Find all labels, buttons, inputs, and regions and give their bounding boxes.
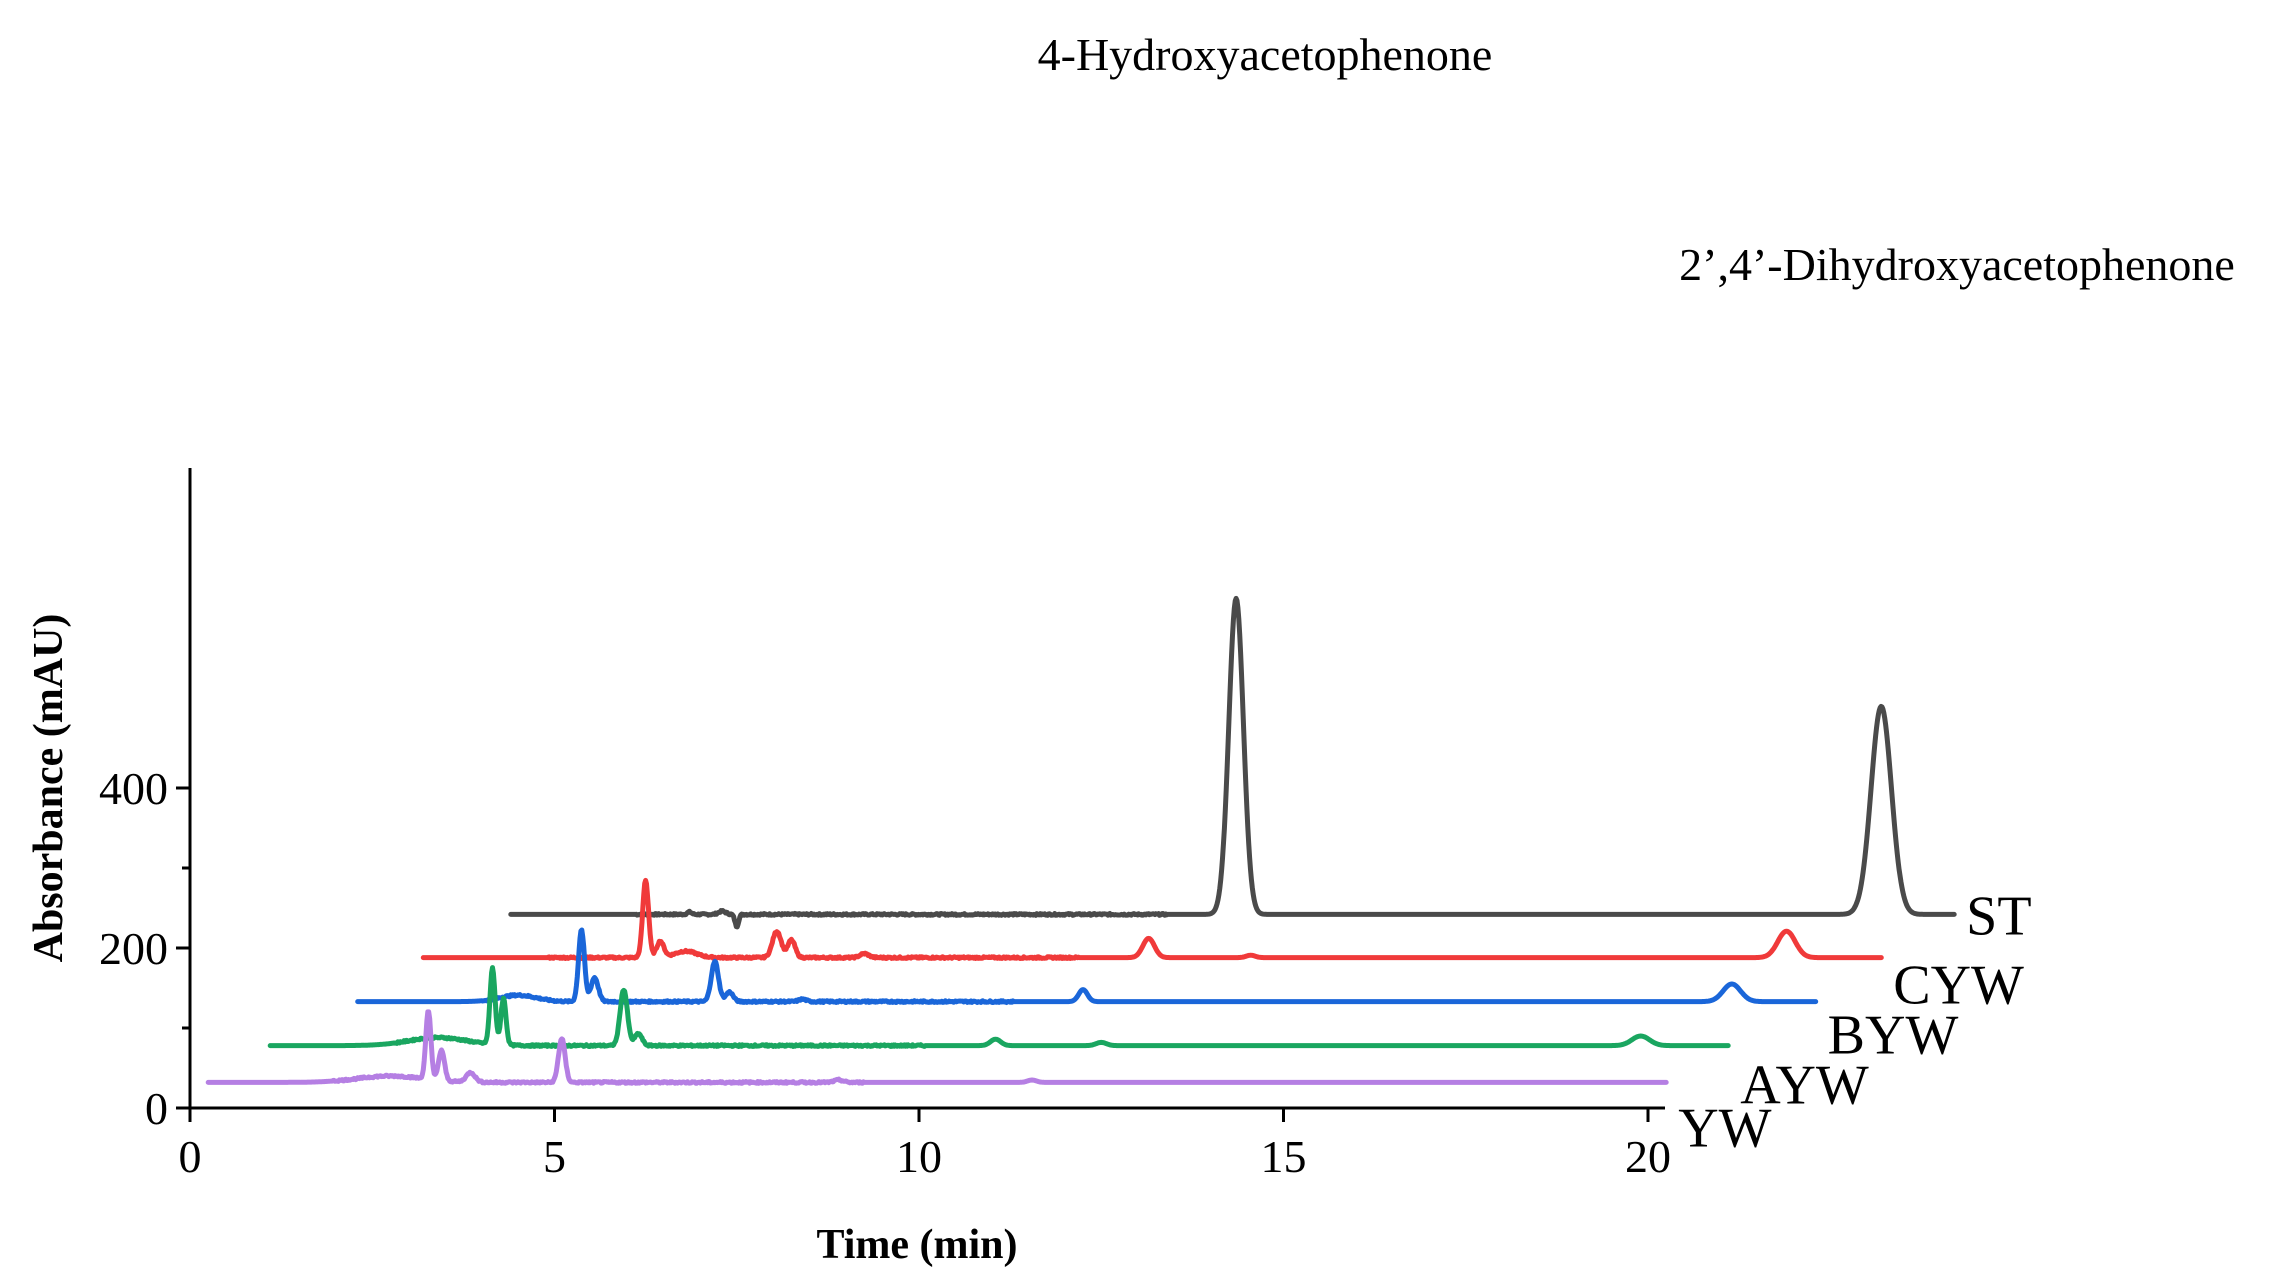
peak-label-dihydroxyacetophenone: 2’,4’-Dihydroxyacetophenone	[1679, 239, 2235, 290]
x-tick-label: 10	[896, 1131, 942, 1182]
series-label-ayw: AYW	[1740, 1055, 1869, 1117]
trace-yw	[205, 1009, 1669, 1086]
axes	[188, 468, 1665, 1110]
y-tick-label: 200	[99, 923, 168, 974]
y-tick-label: 400	[99, 763, 168, 814]
series-label-byw: BYW	[1828, 1005, 1959, 1067]
y-axis-title: Absorbance (mAU)	[26, 614, 72, 963]
trace-byw	[355, 927, 1819, 1005]
x-tick-label: 20	[1625, 1131, 1671, 1182]
y-tick-label: 0	[145, 1083, 168, 1134]
series-label-st: ST	[1966, 885, 2031, 947]
trace-ayw	[267, 965, 1731, 1049]
trace-cyw	[420, 877, 1884, 961]
x-tick-label: 0	[179, 1131, 202, 1182]
x-axis-title: Time (min)	[816, 1222, 1017, 1268]
x-tick-label: 15	[1261, 1131, 1307, 1182]
traces	[205, 595, 1957, 1086]
trace-st	[508, 595, 1957, 930]
series-label-cyw: CYW	[1893, 955, 2024, 1017]
x-tick-label: 5	[543, 1131, 566, 1182]
series-label-yw: YW	[1678, 1097, 1771, 1159]
peak-label-4-hydroxyacetophenone: 4-Hydroxyacetophenone	[1038, 29, 1493, 80]
